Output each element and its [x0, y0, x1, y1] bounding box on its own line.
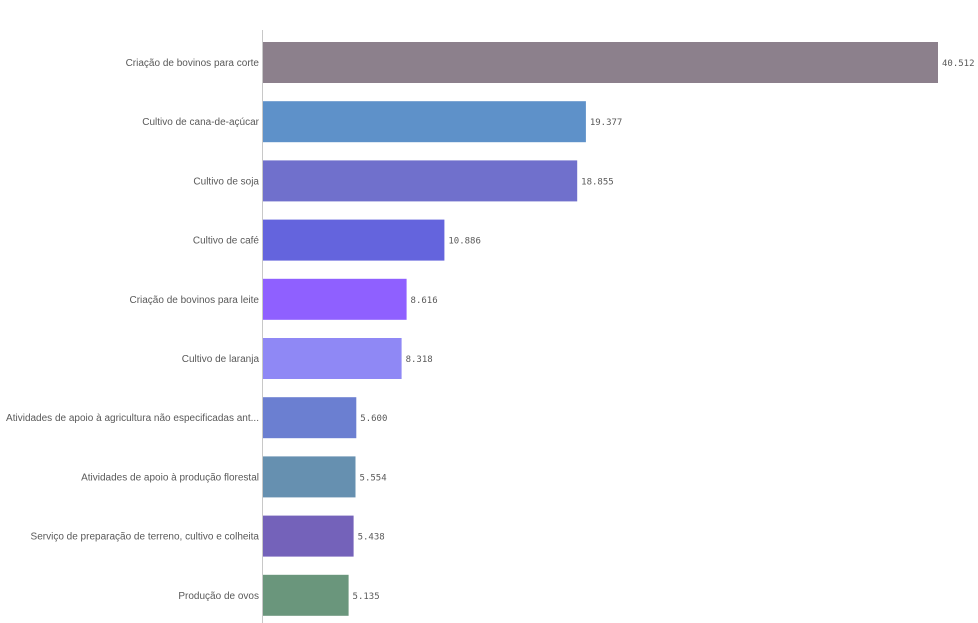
category-label: Cultivo de cana-de-açúcar — [142, 117, 259, 128]
bar[interactable] — [263, 101, 586, 143]
value-label: 8.318 — [406, 355, 433, 365]
bar[interactable] — [263, 574, 349, 616]
bar[interactable] — [263, 278, 407, 320]
category-label: Serviço de preparação de terreno, cultiv… — [31, 532, 260, 543]
value-label: 10.886 — [448, 237, 481, 247]
category-label: Criação de bovinos para leite — [129, 295, 259, 306]
category-label: Atividades de apoio à agricultura não es… — [6, 413, 259, 424]
bar[interactable] — [263, 456, 356, 498]
value-label: 5.600 — [360, 414, 387, 424]
bars-group: Criação de bovinos para corte 40.512 Culti… — [6, 42, 975, 616]
bar[interactable] — [263, 397, 357, 439]
category-label: Cultivo de café — [193, 236, 260, 247]
category-label: Produção de ovos — [178, 591, 259, 602]
bar[interactable] — [263, 219, 445, 261]
bar[interactable] — [263, 42, 938, 83]
value-label: 19.377 — [590, 118, 623, 128]
bar[interactable] — [263, 160, 578, 202]
category-label: Atividades de apoio à produção florestal — [81, 472, 259, 483]
value-label: 40.512 — [942, 59, 975, 69]
value-label: 5.554 — [360, 473, 387, 483]
value-label: 8.616 — [411, 296, 438, 306]
value-label: 5.135 — [353, 592, 380, 602]
category-label: Cultivo de laranja — [182, 354, 260, 365]
value-label: 18.855 — [581, 177, 614, 187]
bar[interactable] — [263, 515, 354, 557]
bar[interactable] — [263, 338, 402, 379]
category-label: Criação de bovinos para corte — [126, 58, 260, 69]
value-label: 5.438 — [358, 533, 385, 543]
category-label: Cultivo de soja — [193, 176, 259, 187]
